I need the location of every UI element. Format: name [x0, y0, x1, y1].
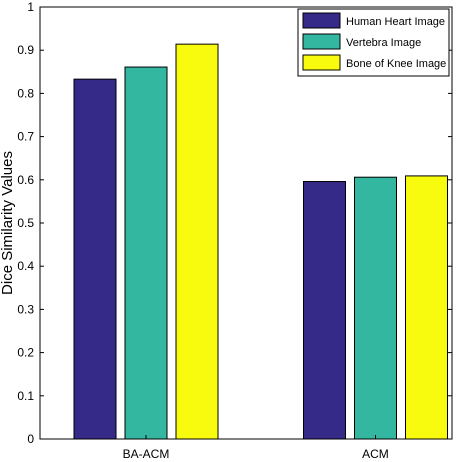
legend-swatch: [302, 54, 341, 71]
x-tick-label: ACM: [362, 447, 389, 461]
y-tick-label: 0.2: [17, 346, 34, 360]
y-tick-label: 0.1: [17, 389, 34, 403]
y-tick-label: 0.7: [17, 130, 34, 144]
legend-label: Vertebra Image: [346, 37, 421, 49]
bar-ba-acm-series-1: [124, 66, 168, 440]
legend: Human Heart Image Vertebra Image Bone of K…: [297, 8, 450, 77]
bars-group: [73, 43, 448, 440]
bar-acm-series-1: [353, 176, 397, 440]
legend-label: Human Heart Image: [346, 16, 445, 28]
y-tick-label: 0.6: [17, 173, 34, 187]
x-axis-ticks: BA-ACM ACM: [123, 435, 389, 461]
legend-swatch: [302, 12, 341, 29]
bar-acm-series-2: [404, 175, 448, 440]
y-axis-ticks: 0 0.1 0.2 0.3 0.4 0.5 0.6 0.7 0.8 0.9 1: [17, 0, 452, 446]
plot-frame: [39, 6, 453, 440]
legend-label: Bone of Knee Image: [346, 58, 446, 70]
y-tick-label: 1: [27, 0, 34, 14]
y-tick-label: 0.8: [17, 86, 34, 100]
y-tick-label: 0.9: [17, 43, 34, 57]
y-axis-label: Dice Similarity Values: [0, 151, 16, 295]
legend-swatch: [302, 33, 341, 50]
y-tick-label: 0.4: [17, 259, 34, 273]
bar-ba-acm-series-2: [175, 43, 219, 440]
y-tick-label: 0.3: [17, 302, 34, 316]
x-tick-label: BA-ACM: [123, 447, 170, 461]
y-tick-label: 0: [27, 432, 34, 446]
y-tick-label: 0.5: [17, 216, 34, 230]
bar-ba-acm-series-0: [73, 78, 117, 440]
bar-acm-series-0: [302, 181, 346, 440]
